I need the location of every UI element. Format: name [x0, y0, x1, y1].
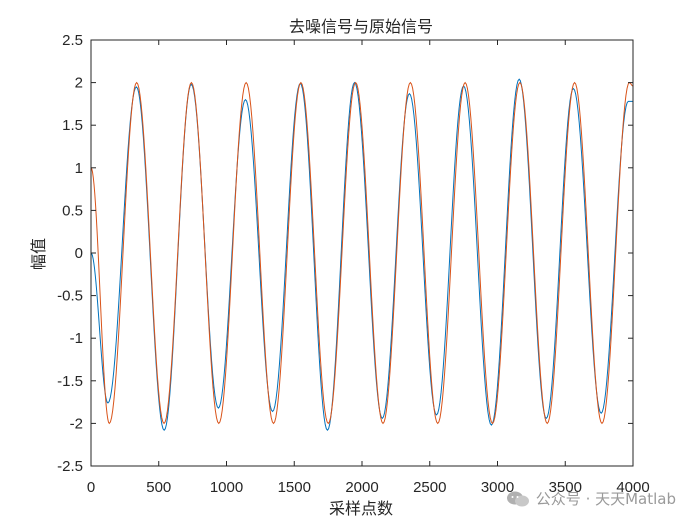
wechat-icon	[506, 491, 529, 506]
series-line-2	[90, 81, 634, 425]
chart-title: 去噪信号与原始信号	[289, 17, 433, 36]
plot-area	[91, 40, 633, 466]
y-tick-label: 2.5	[62, 32, 83, 49]
x-tick-label: 4000	[616, 479, 649, 496]
x-tick-label: 2000	[345, 479, 378, 496]
y-tick-label: 2	[75, 75, 83, 92]
x-tick-label: 1000	[210, 479, 243, 496]
x-tick-label: 500	[146, 479, 171, 496]
y-tick-label: -2	[70, 415, 83, 432]
x-axis-title: 采样点数	[329, 499, 393, 518]
y-tick-label: -1	[70, 330, 83, 347]
x-tick-label: 0	[87, 479, 95, 496]
tick-layer: 0 500 1000 1500 2000 2500 3000 3500 4000 2.5 2 1.5 1…	[57, 32, 650, 496]
y-tick-label: 0.5	[62, 202, 83, 219]
x-tick-label: 1500	[278, 479, 311, 496]
y-tick-label: -1.5	[57, 373, 83, 390]
series-layer	[90, 78, 634, 432]
x-tick-label: 2500	[413, 479, 446, 496]
watermark-text: 公众号 · 天天Matlab	[535, 490, 676, 508]
y-tick-label: -2.5	[57, 458, 83, 475]
y-tick-label: 0	[75, 245, 83, 262]
y-axis-title: 幅值	[29, 238, 48, 270]
y-tick-label: 1	[75, 160, 83, 177]
y-tick-label: -0.5	[57, 288, 83, 305]
x-tick-label: 3000	[481, 479, 514, 496]
x-tick-label: 3500	[549, 479, 582, 496]
y-tick-label: 1.5	[62, 117, 83, 134]
watermark: 公众号 · 天天Matlab	[506, 488, 676, 509]
